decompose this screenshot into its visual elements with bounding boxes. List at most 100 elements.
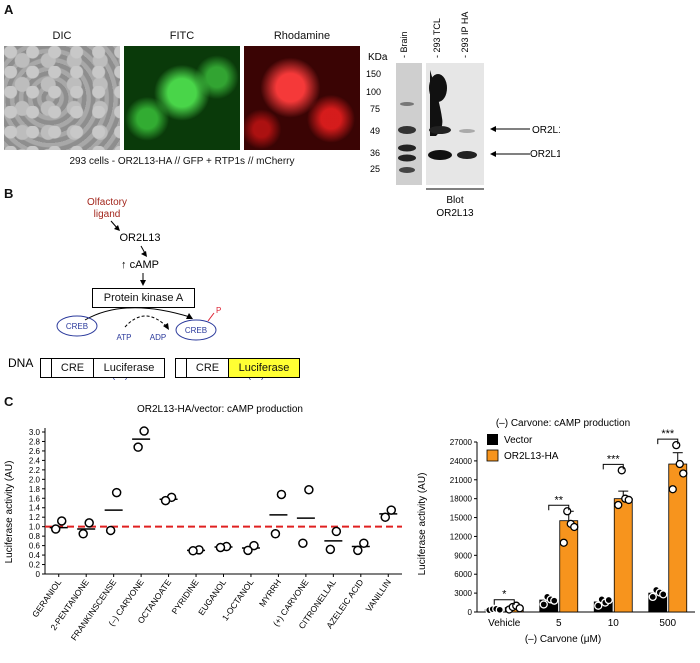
band (429, 74, 447, 102)
panel-letter-c: C (4, 394, 14, 409)
significance-label: ** (554, 494, 563, 506)
blot-label: Blot (446, 195, 463, 206)
y-tick-label: 0 (468, 608, 473, 617)
bar-chart: (–) Carvone: cAMP production Luciferase … (417, 418, 695, 645)
y-tick-label: 1.4 (29, 504, 41, 513)
y-tick-label: 21000 (450, 476, 473, 485)
significance-bracket (657, 438, 679, 445)
data-point (133, 442, 143, 452)
camp-label: ↑ cAMP (121, 259, 159, 271)
band (399, 167, 415, 173)
data-point (160, 495, 171, 506)
data-point (276, 489, 287, 500)
data-point (515, 604, 524, 613)
signaling-diagram: Olfactory ligand OR2L13 ↑ cAMP CREB ATP … (8, 197, 264, 380)
y-tick-label: 18000 (450, 495, 473, 504)
data-point (380, 512, 391, 522)
significance-label: *** (661, 428, 675, 440)
band (457, 151, 477, 159)
band (429, 126, 451, 134)
x-tick-label: VANILLIN (363, 577, 393, 613)
band (398, 154, 416, 162)
data-point (243, 545, 253, 556)
y-axis-label: Luciferase activity (AU) (417, 473, 428, 576)
y-tick-label: 1.8 (29, 485, 41, 494)
y-tick-label: 27000 (450, 438, 473, 447)
data-point (672, 440, 681, 450)
atp-label: ATP (117, 333, 132, 342)
significance-bracket (548, 504, 570, 511)
band (400, 102, 414, 106)
data-point (359, 538, 369, 548)
y-tick-label: 9000 (454, 551, 472, 560)
y-tick-label: 2.4 (29, 456, 41, 465)
data-point (675, 459, 684, 469)
data-point (298, 538, 308, 548)
chart-title: OR2L13-HA/vector: cAMP production (137, 404, 303, 415)
y-tick-label: 0.6 (29, 542, 41, 551)
data-point (604, 595, 613, 605)
luciferase-box-on: Luciferase (228, 358, 300, 378)
data-point (559, 538, 568, 547)
data-point (614, 500, 623, 510)
creb-phosphorylated (175, 319, 217, 341)
ligand-line2: ligand (94, 209, 121, 220)
y-tick-label: 2.8 (29, 437, 41, 446)
data-point (304, 484, 314, 495)
lane-label-293-tcl: - 293 TCL (432, 18, 442, 58)
x-tick-label: 10 (608, 618, 620, 629)
phospho-label: P (216, 306, 221, 315)
dic-image (4, 46, 120, 150)
band (398, 144, 416, 152)
rhodamine-image (244, 46, 360, 150)
dna-label: DNA (8, 356, 33, 370)
fitc-label: FITC (169, 30, 195, 42)
band (398, 126, 416, 134)
cre-box-off: CRE (51, 358, 94, 378)
dic-label: DIC (52, 30, 72, 42)
y-tick-label: 0.2 (29, 561, 41, 570)
y-tick-label: 0 (36, 570, 41, 579)
data-point (325, 544, 336, 555)
significance-bracket (602, 463, 624, 470)
data-point (570, 522, 579, 532)
kda-marker: 100 (366, 87, 381, 97)
y-axis-label: Luciferase activity (AU) (4, 461, 15, 564)
kda-marker: 36 (370, 148, 380, 158)
data-point (215, 542, 226, 553)
data-point (550, 596, 559, 605)
data-point (111, 487, 122, 498)
rhodamine-label: Rhodamine (273, 30, 331, 42)
significance-label: * (502, 589, 507, 601)
legend-swatch-or2l13-ha (486, 449, 499, 462)
x-tick-label: 500 (659, 618, 676, 629)
data-point (84, 518, 94, 528)
kda-marker: 49 (370, 126, 380, 136)
data-point (594, 601, 603, 610)
receptor-label: OR2L13 (120, 232, 161, 244)
protein-kinase-a-box: Protein kinase A (92, 288, 195, 308)
y-tick-label: 0.4 (29, 551, 41, 560)
x-axis-label: (–) Carvone (μM) (525, 634, 601, 645)
bar (559, 520, 579, 613)
legend: Vector OR2L13-HA (486, 434, 559, 462)
data-point (270, 529, 281, 539)
ligand-line1: Olfactory (87, 197, 127, 208)
y-tick-label: 3000 (454, 589, 472, 598)
legend-swatch-vector (487, 434, 498, 445)
data-point (331, 526, 342, 537)
panel-a-caption: 293 cells - OR2L13-HA // GFP + RTP1s // … (69, 156, 295, 167)
x-tick-label: MYRRH (257, 577, 283, 608)
data-point (56, 516, 67, 526)
y-tick-label: 12000 (450, 532, 473, 541)
blot-target: OR2L13 (436, 208, 474, 219)
data-point (50, 524, 61, 534)
y-tick-label: 1.2 (29, 513, 41, 522)
lane-label-brain: - Brain (399, 31, 409, 58)
y-tick-label: 24000 (450, 457, 473, 466)
data-point (78, 529, 88, 539)
y-tick-label: 2.6 (29, 447, 41, 456)
band (459, 129, 475, 133)
band (428, 150, 452, 160)
kda-marker-labels: 150 100 75 49 36 25 (366, 69, 381, 174)
